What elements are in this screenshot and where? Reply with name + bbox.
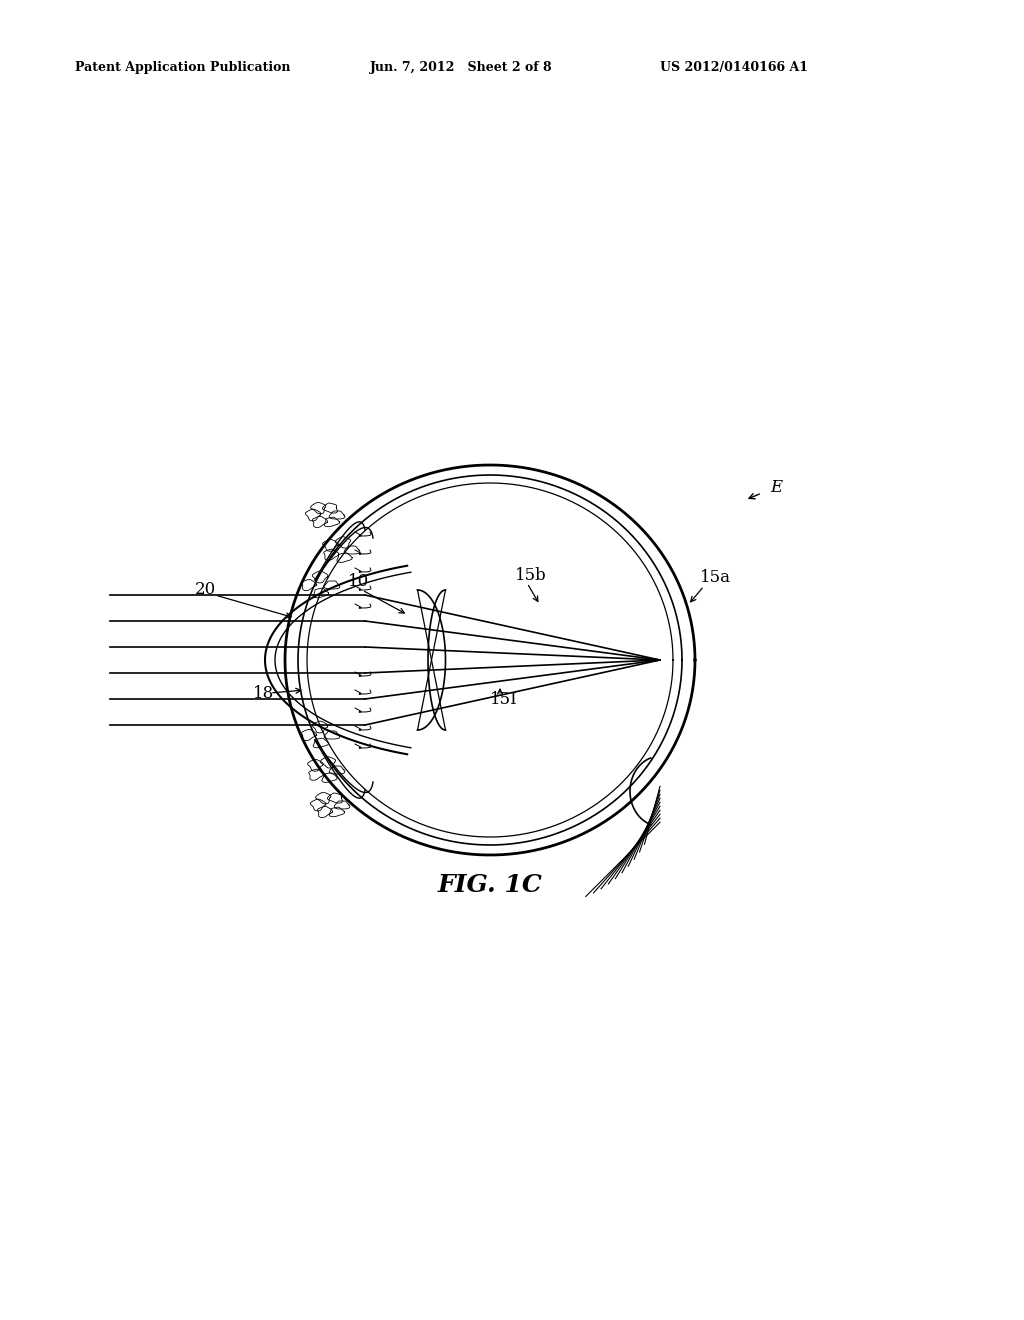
Text: FIG. 1C: FIG. 1C	[437, 873, 543, 898]
Text: E: E	[770, 479, 782, 496]
Text: US 2012/0140166 A1: US 2012/0140166 A1	[660, 62, 808, 74]
Text: 20: 20	[195, 582, 216, 598]
Text: 18: 18	[253, 685, 274, 701]
Text: Patent Application Publication: Patent Application Publication	[75, 62, 291, 74]
Text: 10: 10	[348, 573, 370, 590]
Text: Jun. 7, 2012   Sheet 2 of 8: Jun. 7, 2012 Sheet 2 of 8	[370, 62, 553, 74]
Text: 15I: 15I	[490, 692, 518, 709]
Text: 15b: 15b	[515, 566, 547, 583]
Text: 15a: 15a	[700, 569, 731, 586]
